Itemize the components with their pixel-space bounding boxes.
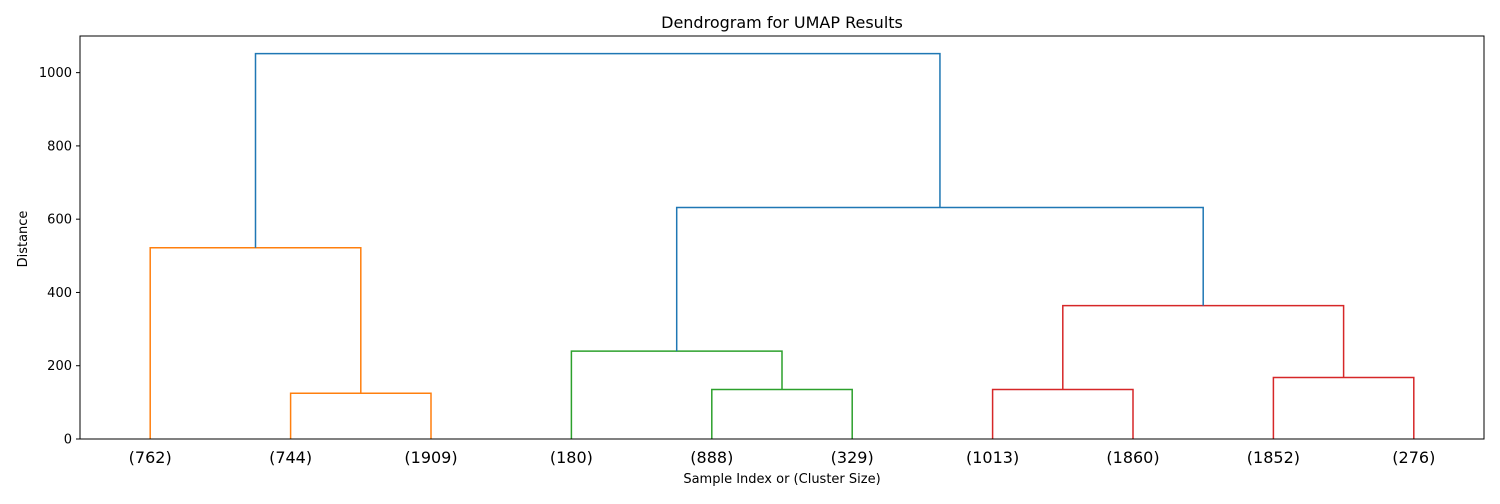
x-tick-label: (1860) — [1106, 448, 1159, 467]
x-tick-label: (276) — [1392, 448, 1435, 467]
y-tick-label: 1000 — [39, 66, 72, 81]
chart-title: Dendrogram for UMAP Results — [661, 13, 903, 32]
x-axis-ticks: (762) (744) (1909) (180) (888) (329) (1013) (18… — [129, 448, 1436, 467]
x-tick-label: (1909) — [404, 448, 457, 467]
y-axis-label: Distance — [16, 211, 31, 268]
dendrogram-link-7 — [675, 206, 1204, 352]
dendrogram-link-3 — [570, 350, 783, 439]
x-tick-label: (1852) — [1247, 448, 1300, 467]
y-tick-label: 600 — [47, 213, 72, 228]
x-axis-label: Sample Index or (Cluster Size) — [683, 472, 880, 487]
y-axis-ticks: 0 200 400 600 800 1000 — [39, 66, 80, 448]
dendrogram-link-4 — [991, 388, 1134, 439]
x-tick-label: (744) — [269, 448, 312, 467]
y-tick-label: 800 — [47, 139, 72, 154]
dendrogram-link-0 — [289, 392, 432, 439]
y-tick-label: 200 — [47, 359, 72, 374]
dendrogram-link-8 — [254, 52, 941, 248]
plot-frame — [79, 35, 1485, 440]
dendrogram-link-1 — [149, 247, 362, 439]
x-tick-label: (329) — [831, 448, 874, 467]
dendrogram-link-2 — [711, 388, 853, 439]
x-tick-label: (180) — [550, 448, 593, 467]
dendrogram-links — [149, 52, 1415, 439]
y-tick-label: 400 — [47, 286, 72, 301]
x-tick-label: (762) — [129, 448, 172, 467]
dendrogram-link-6 — [1062, 304, 1345, 390]
x-tick-label: (888) — [690, 448, 733, 467]
x-tick-label: (1013) — [966, 448, 1019, 467]
y-tick-label: 0 — [64, 433, 72, 448]
dendrogram-link-5 — [1272, 376, 1415, 439]
